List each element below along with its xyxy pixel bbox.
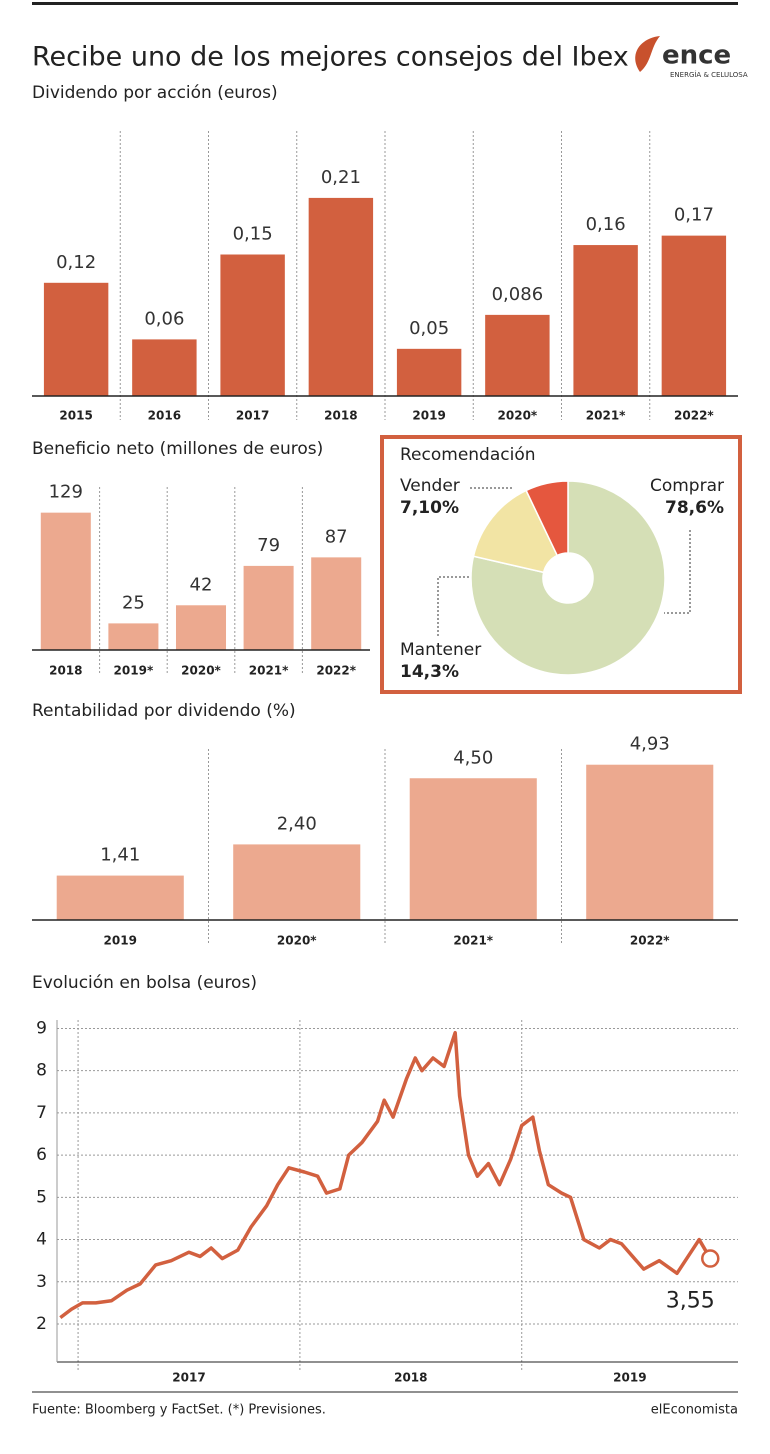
value-label: 0,06 <box>144 308 184 329</box>
x-tick-label: 2017 <box>236 409 269 423</box>
bar <box>132 339 197 396</box>
x-tick-label: 2021* <box>586 409 626 423</box>
value-label: 42 <box>190 574 213 595</box>
bar <box>40 512 91 650</box>
x-tick-label: 2019 <box>412 409 445 423</box>
annotation: 3,55 <box>666 1289 715 1314</box>
leader-line <box>664 530 691 614</box>
x-tick-label: 2019 <box>104 934 137 948</box>
x-tick-label: 2017 <box>172 1371 205 1385</box>
x-tick-label: 2018 <box>394 1371 427 1385</box>
value-label: 0,05 <box>409 318 449 339</box>
bar <box>485 314 550 396</box>
y-tick-label: 5 <box>36 1187 47 1207</box>
chart-title: Beneficio neto (millones de euros) <box>32 439 323 459</box>
slice-value: 7,10% <box>400 498 459 518</box>
x-tick-label: 2022* <box>316 664 356 678</box>
y-tick-label: 2 <box>36 1314 47 1334</box>
value-label: 25 <box>122 592 145 613</box>
x-tick-label: 2016 <box>148 409 181 423</box>
value-label: 0,17 <box>674 205 714 226</box>
x-tick-label: 2020* <box>181 664 221 678</box>
chart-title: Rentabilidad por dividendo (%) <box>32 701 296 721</box>
bar <box>311 557 362 650</box>
logo-leaf <box>635 36 660 72</box>
value-label: 0,15 <box>233 224 273 245</box>
value-label: 0,12 <box>56 252 96 273</box>
bar <box>573 245 638 396</box>
x-tick-label: 2020* <box>277 934 317 948</box>
slice-label: Mantener <box>400 640 481 660</box>
y-tick-label: 8 <box>36 1061 47 1081</box>
x-tick-label: 2021* <box>453 934 493 948</box>
x-tick-label: 2022* <box>674 409 714 423</box>
value-label: 79 <box>257 535 280 556</box>
x-tick-label: 2015 <box>59 409 92 423</box>
y-tick-label: 4 <box>36 1230 47 1250</box>
bar <box>108 623 159 650</box>
x-tick-label: 2018 <box>324 409 357 423</box>
chart-title: Recomendación <box>400 445 536 465</box>
value-label: 1,41 <box>100 845 140 866</box>
bar <box>661 235 727 396</box>
bar <box>220 254 285 396</box>
bar <box>396 348 462 396</box>
slice-label: Comprar <box>650 476 724 496</box>
publisher: elEconomista <box>651 1403 738 1418</box>
bar <box>43 282 109 396</box>
bar <box>308 197 374 396</box>
slice-label: Vender <box>400 476 460 496</box>
y-tick-label: 3 <box>36 1272 47 1292</box>
bar <box>243 565 294 650</box>
y-tick-label: 7 <box>36 1103 47 1123</box>
value-label: 0,16 <box>586 214 626 235</box>
y-tick-label: 9 <box>36 1018 47 1038</box>
value-label: 0,086 <box>492 284 544 305</box>
bar <box>586 764 714 920</box>
value-label: 4,50 <box>453 747 493 768</box>
value-label: 2,40 <box>277 813 317 834</box>
x-tick-label: 2019 <box>613 1371 646 1385</box>
slice-value: 78,6% <box>665 498 724 518</box>
slice-value: 14,3% <box>400 662 459 682</box>
bar <box>56 875 184 920</box>
pie-slice <box>470 480 666 676</box>
y-tick-label: 6 <box>36 1145 47 1165</box>
x-tick-label: 2022* <box>630 934 670 948</box>
logo: ence <box>662 41 731 71</box>
pie-slice <box>525 480 569 557</box>
value-label: 0,21 <box>321 167 361 188</box>
leader-line <box>437 576 470 636</box>
value-label: 4,93 <box>630 734 670 755</box>
bar <box>175 605 227 650</box>
x-tick-label: 2018 <box>49 664 82 678</box>
logo-subtitle: ENERGÍA & CELULOSA <box>670 70 748 79</box>
chart-title: Evolución en bolsa (euros) <box>32 973 257 993</box>
value-label: 129 <box>49 482 83 503</box>
top-rule <box>32 2 738 5</box>
x-tick-label: 2019* <box>114 664 154 678</box>
value-label: 87 <box>325 526 348 547</box>
chart-title: Dividendo por acción (euros) <box>32 83 278 103</box>
pie-frame <box>380 435 742 694</box>
last-point <box>701 1249 720 1268</box>
x-tick-label: 2021* <box>249 664 289 678</box>
title: Recibe uno de los mejores consejos del I… <box>32 42 629 73</box>
bar <box>233 844 361 920</box>
source: Fuente: Bloomberg y FactSet. (*) Previsi… <box>32 1403 326 1418</box>
price-line <box>59 1030 712 1320</box>
pie-slice <box>472 489 559 574</box>
bar <box>409 778 537 920</box>
x-tick-label: 2020* <box>498 409 538 423</box>
